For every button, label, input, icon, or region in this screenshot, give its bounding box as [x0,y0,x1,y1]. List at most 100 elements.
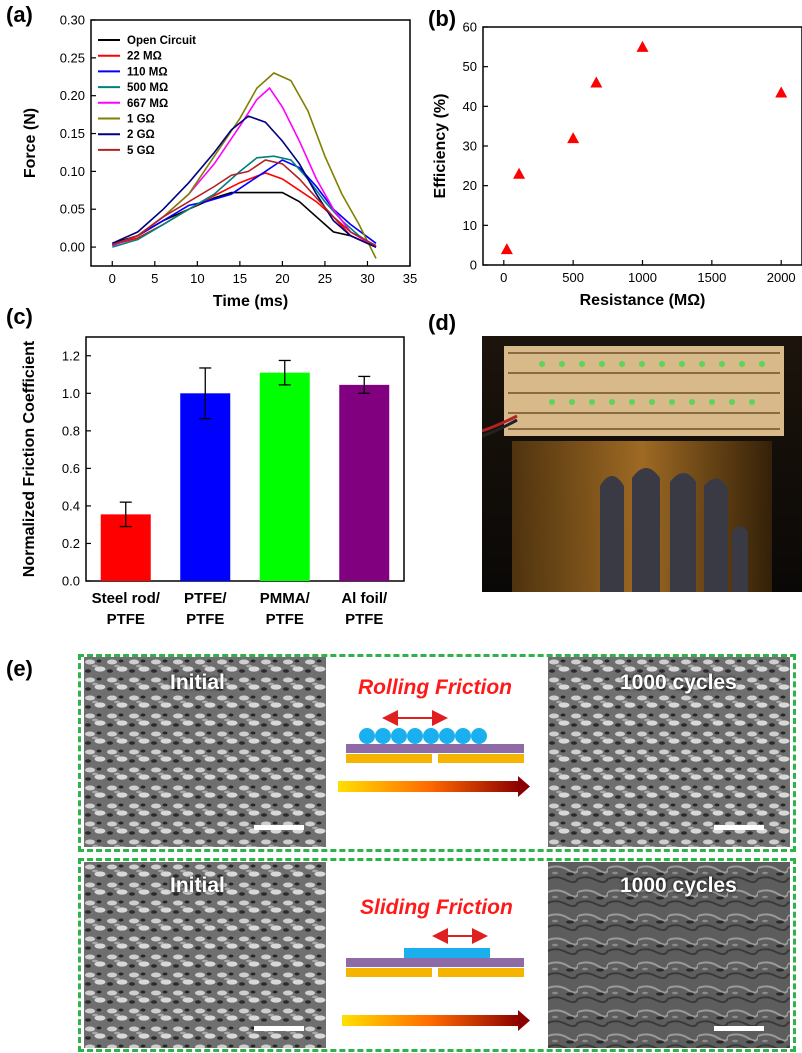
plot-frame [85,336,405,582]
series-line [112,155,377,248]
y-tick-label: 0.4 [62,498,80,513]
data-point [500,243,513,255]
electrode-left [346,754,432,763]
panel-label-c: (c) [6,304,33,329]
data-point [513,167,526,179]
x-axis-label: Resistance (MΩ) [580,292,706,309]
data-point [590,76,603,88]
x-tick-label: 1500 [697,270,726,285]
category-label: PTFE [266,611,304,628]
legend-entry: 2 GΩ [127,129,155,141]
x-tick-label: 0 [109,271,116,286]
ptfe-layer [346,744,524,753]
sem-image-sliding-initial: Initial [84,862,326,1048]
plot-frame [90,19,411,267]
series-line [112,159,377,247]
legend-entry: 22 MΩ [127,51,162,63]
category-label: Steel rod/ [92,590,161,607]
y-tick-label: 0.8 [62,423,80,438]
y-tick-label: 1.0 [62,386,80,401]
series-line [112,191,377,248]
direction-arrow-icon [342,1015,520,1026]
y-tick-label: 1.2 [62,348,80,363]
series-line [111,115,377,248]
series-line [112,86,377,248]
category-label: Al foil/ [341,590,388,607]
x-tick-label: 5 [151,271,158,286]
legend-entry: 5 GΩ [127,145,155,157]
y-tick-label: 0.2 [62,536,80,551]
data-point [567,132,580,144]
y-tick-label: 0.25 [60,50,85,65]
x-tick-label: 1000 [628,270,657,285]
y-tick-label: 20 [463,178,477,193]
sem-image-rolling-1000: 1000 cycles [548,657,790,847]
legend-entry: 500 MΩ [127,82,168,94]
x-tick-label: 10 [190,271,204,286]
y-tick-label: 0.20 [60,88,85,103]
y-tick-label: 0.10 [60,164,85,179]
bar [339,384,390,581]
x-tick-label: 15 [233,271,247,286]
x-tick-label: 0 [500,270,507,285]
y-tick-label: 0.30 [60,13,85,28]
rolling-balls [359,728,487,744]
sem-label-sliding-1000: 1000 cycles [620,874,737,897]
sliding-friction-schematic [342,928,530,1031]
scale-bar [254,825,304,830]
y-tick-label: 30 [463,139,477,154]
y-tick-label: 50 [463,59,477,74]
y-tick-label: 0.15 [60,126,85,141]
x-tick-label: 2000 [767,270,796,285]
data-point [636,40,649,52]
x-tick-label: 500 [562,270,584,285]
bar [180,393,231,581]
panel-label-d: (d) [428,310,457,335]
y-tick-label: 40 [463,99,477,114]
category-label: PTFE/ [184,590,227,607]
scale-bar [714,1026,764,1031]
sliding-friction-title: Sliding Friction [360,896,513,919]
rolling-friction-box [78,654,796,852]
legend-entry: 667 MΩ [127,98,168,110]
plot-frame [482,26,802,266]
y-axis-label: Normalized Friction Coefficient [21,340,38,577]
sem-label-rolling-initial: Initial [170,671,225,694]
electrode-left [346,968,432,977]
led-breadboard-photo-illustration [481,336,802,592]
category-label: PTFE [107,611,145,628]
led-photo [481,336,802,592]
y-axis-label: Efficiency (%) [432,94,449,199]
y-tick-label: 0.0 [62,574,80,589]
series-line [112,172,377,248]
panel-label-e: (e) [6,656,33,681]
sem-image-rolling-initial: Initial [84,657,326,847]
panel-label-a: (a) [6,2,33,27]
rolling-friction-schematic [338,710,530,797]
sem-label-sliding-initial: Initial [170,874,225,897]
y-tick-label: 0.00 [60,240,85,255]
x-tick-label: 35 [403,271,417,286]
y-tick-label: 60 [463,20,477,35]
legend-entry: 1 GΩ [127,114,155,126]
electrode-right [438,754,524,763]
data-point [775,86,788,98]
rolling-friction-title: Rolling Friction [358,676,512,699]
bar [259,372,310,581]
series-line [112,72,377,259]
scale-bar [714,825,764,830]
category-label: PTFE [345,611,383,628]
direction-arrow-icon [338,781,520,792]
y-tick-label: 10 [463,218,477,233]
x-tick-label: 30 [360,271,374,286]
scale-bar [254,1026,304,1031]
sliding-block [404,948,490,958]
electrode-right [438,968,524,977]
x-tick-label: 25 [318,271,332,286]
legend-entry: Open Circuit [127,35,196,47]
sem-image-sliding-1000: 1000 cycles [548,862,790,1048]
y-tick-label: 0 [470,258,477,273]
x-axis-label: Time (ms) [213,293,288,310]
sliding-friction-box [78,858,796,1052]
y-tick-label: 0.6 [62,461,80,476]
